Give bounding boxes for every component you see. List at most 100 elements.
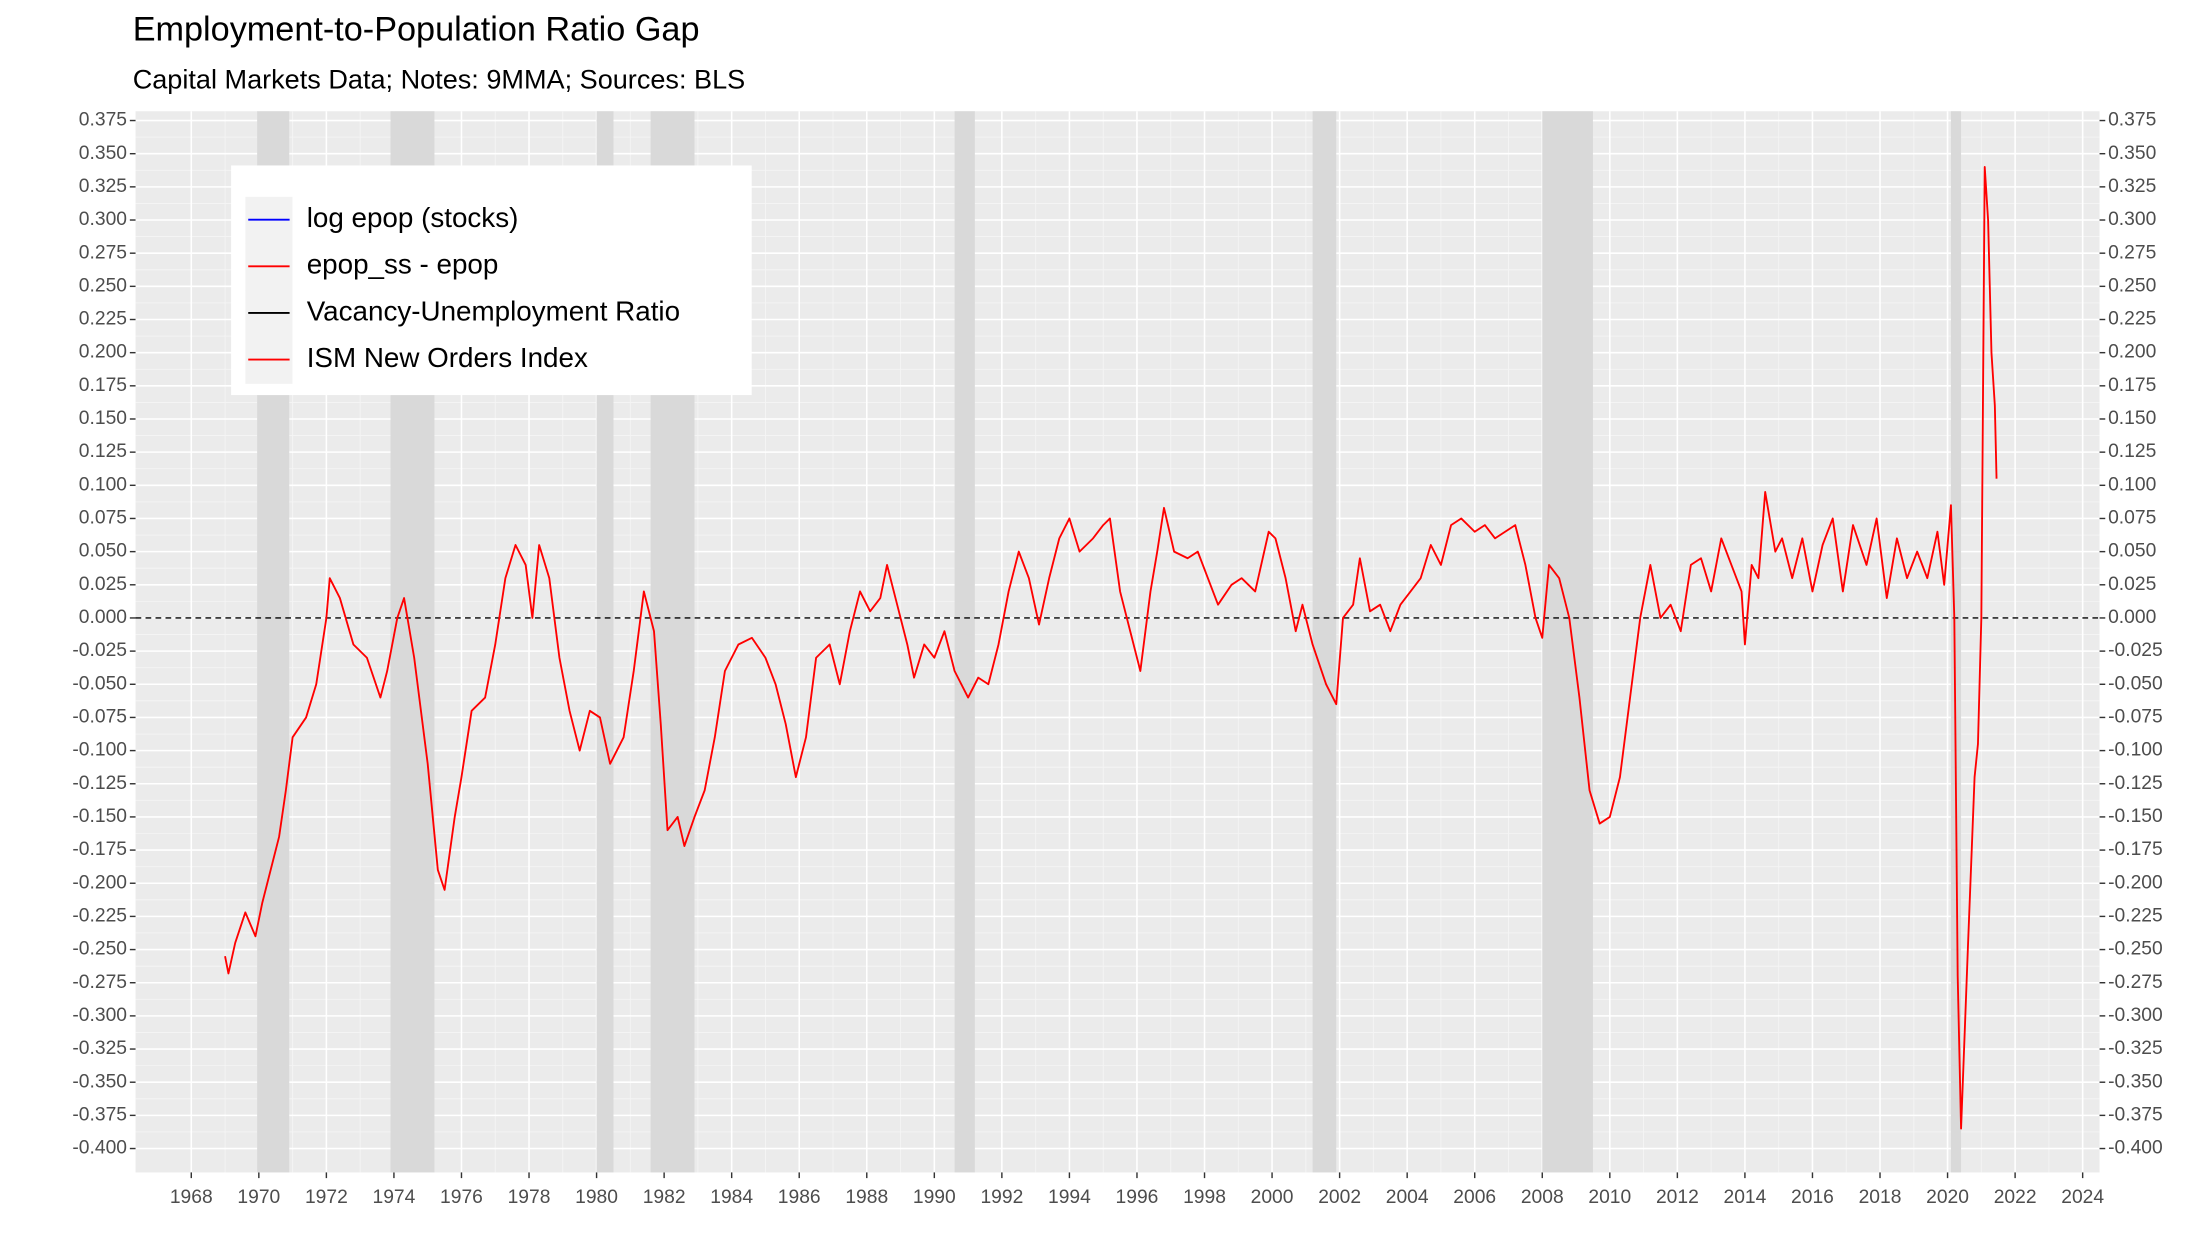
y-tick-label: 0.350 [79,143,127,164]
y-tick-label: -0.225 [2108,905,2163,926]
y-tick-label: 0.025 [79,574,127,595]
y-tick-label: 0.250 [79,275,127,296]
x-tick-label: 1976 [440,1187,483,1208]
chart-subtitle: Capital Markets Data; Notes: 9MMA; Sourc… [133,63,746,94]
y-tick-label: 0.275 [2108,242,2156,263]
x-tick-label: 2024 [2061,1187,2104,1208]
y-tick-label: 0.000 [2108,607,2156,628]
y-tick-label: 0.025 [2108,574,2156,595]
y-tick-label: -0.025 [72,640,127,661]
y-tick-label: -0.400 [2108,1138,2163,1159]
x-tick-label: 1988 [845,1187,888,1208]
y-tick-label: 0.150 [79,408,127,429]
y-tick-label: -0.200 [72,872,127,893]
y-tick-label: -0.400 [72,1138,127,1159]
y-tick-label: -0.275 [72,972,127,993]
x-tick-label: 1984 [710,1187,753,1208]
y-tick-label: -0.100 [2108,740,2163,761]
y-tick-label: 0.225 [2108,309,2156,330]
legend-label: Vacancy-Unemployment Ratio [307,295,680,326]
y-tick-label: -0.375 [2108,1104,2163,1125]
y-tick-label: -0.300 [2108,1005,2163,1026]
y-tick-label: -0.300 [72,1005,127,1026]
x-tick-label: 2014 [1723,1187,1766,1208]
x-tick-label: 2020 [1926,1187,1969,1208]
y-tick-label: -0.050 [2108,673,2163,694]
y-tick-label: -0.275 [2108,972,2163,993]
y-tick-label: 0.075 [79,508,127,529]
y-tick-label: -0.075 [72,707,127,728]
y-tick-label: -0.175 [72,839,127,860]
legend-label: epop_ss - epop [307,249,499,280]
y-tick-label: -0.125 [72,773,127,794]
y-tick-label: 0.125 [79,441,127,462]
y-tick-label: -0.150 [2108,806,2163,827]
x-tick-label: 2004 [1386,1187,1429,1208]
y-tick-label: 0.000 [79,607,127,628]
recession-band [954,111,975,1173]
y-tick-label: 0.225 [79,309,127,330]
x-tick-label: 1968 [170,1187,213,1208]
x-tick-label: 2018 [1859,1187,1902,1208]
x-tick-label: 1990 [913,1187,956,1208]
y-tick-label: -0.075 [2108,707,2163,728]
y-tick-label: 0.300 [2108,209,2156,230]
legend-box [231,165,752,396]
y-tick-label: 0.325 [79,176,127,197]
y-tick-label: 0.200 [79,342,127,363]
y-tick-label: 0.050 [79,541,127,562]
y-tick-label: 0.050 [2108,541,2156,562]
legend-label: ISM New Orders Index [307,342,588,373]
y-tick-label: -0.350 [72,1071,127,1092]
x-tick-label: 1972 [305,1187,348,1208]
x-tick-label: 1996 [1116,1187,1159,1208]
y-tick-label: -0.250 [2108,939,2163,960]
x-tick-label: 2012 [1656,1187,1699,1208]
y-tick-label: 0.300 [79,209,127,230]
recession-band [1950,111,1962,1173]
y-tick-label: 0.100 [79,474,127,495]
x-tick-label: 2010 [1588,1187,1631,1208]
x-tick-label: 1970 [237,1187,280,1208]
y-tick-label: 0.350 [2108,143,2156,164]
y-tick-label: -0.350 [2108,1071,2163,1092]
y-tick-label: -0.325 [2108,1038,2163,1059]
x-tick-label: 2022 [1994,1187,2037,1208]
y-tick-label: 0.200 [2108,342,2156,363]
y-tick-label: 0.325 [2108,176,2156,197]
y-tick-label: -0.375 [72,1104,127,1125]
y-tick-label: 0.150 [2108,408,2156,429]
legend-label: log epop (stocks) [307,202,519,233]
y-tick-label: -0.050 [72,673,127,694]
x-tick-label: 1998 [1183,1187,1226,1208]
data-line [224,166,1998,1130]
y-tick-label: 0.175 [79,375,127,396]
x-tick-label: 2016 [1791,1187,1834,1208]
y-tick-label: 0.375 [79,110,127,131]
x-tick-label: 2000 [1251,1187,1294,1208]
y-tick-label: 0.075 [2108,508,2156,529]
x-tick-label: 1992 [980,1187,1023,1208]
y-tick-label: -0.025 [2108,640,2163,661]
y-tick-label: 0.175 [2108,375,2156,396]
y-tick-label: -0.175 [2108,839,2163,860]
y-tick-label: -0.225 [72,905,127,926]
y-tick-label: 0.275 [79,242,127,263]
x-tick-label: 1980 [575,1187,618,1208]
y-tick-label: 0.125 [2108,441,2156,462]
y-tick-label: -0.200 [2108,872,2163,893]
y-tick-label: -0.325 [72,1038,127,1059]
x-tick-label: 2002 [1318,1187,1361,1208]
recession-band [1542,111,1593,1173]
y-tick-label: -0.150 [72,806,127,827]
x-tick-label: 1994 [1048,1187,1091,1208]
y-tick-label: -0.125 [2108,773,2163,794]
y-tick-label: 0.375 [2108,110,2156,131]
x-tick-label: 1974 [373,1187,416,1208]
y-tick-label: 0.250 [2108,275,2156,296]
x-tick-label: 2008 [1521,1187,1564,1208]
y-tick-label: 0.100 [2108,474,2156,495]
recession-band [1312,111,1337,1173]
chart-title: Employment-to-Population Ratio Gap [133,10,700,48]
